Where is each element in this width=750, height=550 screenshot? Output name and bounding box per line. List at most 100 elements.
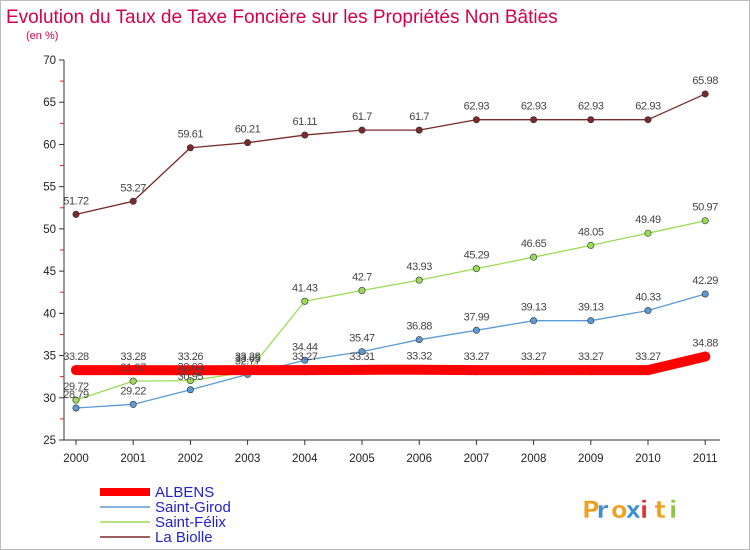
data-point bbox=[530, 317, 538, 325]
data-point bbox=[128, 365, 139, 376]
x-tick-label: 2011 bbox=[693, 453, 718, 465]
data-label: 30.95 bbox=[178, 371, 204, 383]
data-point bbox=[72, 210, 80, 218]
data-point bbox=[129, 377, 137, 385]
data-label: 62.93 bbox=[578, 101, 604, 113]
legend-label: Saint-Félix bbox=[155, 514, 226, 531]
data-label: 53.27 bbox=[120, 182, 146, 194]
data-label: 39.13 bbox=[578, 302, 604, 314]
x-tick-label: 2006 bbox=[406, 453, 432, 465]
data-label: 33.05 bbox=[235, 353, 261, 365]
data-label: 33.27 bbox=[464, 351, 490, 363]
data-label: 42.7 bbox=[352, 272, 372, 284]
data-label: 33.28 bbox=[235, 351, 261, 363]
data-point bbox=[358, 126, 366, 134]
data-point bbox=[242, 365, 253, 376]
data-label: 46.65 bbox=[521, 238, 547, 250]
data-label: 59.61 bbox=[178, 129, 204, 141]
data-label: 62.93 bbox=[635, 101, 661, 113]
y-tick-label: 25 bbox=[43, 435, 56, 447]
x-tick-label: 2002 bbox=[178, 453, 204, 465]
data-point bbox=[472, 116, 480, 124]
data-label: 37.99 bbox=[464, 311, 490, 323]
data-label: 41.43 bbox=[292, 282, 318, 294]
data-point bbox=[587, 241, 595, 249]
data-label: 33.32 bbox=[406, 351, 432, 363]
x-tick-label: 2007 bbox=[464, 453, 490, 465]
data-label: 32.03 bbox=[178, 362, 204, 374]
data-label: 33.26 bbox=[178, 351, 204, 363]
data-label: 35.47 bbox=[349, 333, 375, 345]
data-label: 60.21 bbox=[235, 124, 261, 136]
data-label: 33.28 bbox=[120, 351, 146, 363]
data-point bbox=[472, 326, 480, 334]
data-label: 29.72 bbox=[63, 381, 89, 393]
y-tick-label: 40 bbox=[43, 308, 56, 320]
brand-letter: r bbox=[597, 496, 609, 524]
data-label: 33.27 bbox=[521, 351, 547, 363]
data-label: 28.79 bbox=[63, 389, 89, 401]
data-point bbox=[415, 336, 423, 344]
data-label: 40.33 bbox=[635, 292, 661, 304]
data-point bbox=[643, 365, 653, 376]
legend-label: ALBENS bbox=[155, 484, 214, 501]
data-label: 51.72 bbox=[63, 195, 89, 207]
brand-logo: Pr ox i t i bbox=[582, 496, 678, 525]
data-label: 39.13 bbox=[521, 302, 547, 314]
data-point bbox=[357, 364, 367, 375]
data-point bbox=[585, 365, 596, 376]
data-point bbox=[587, 317, 595, 325]
data-point bbox=[186, 386, 194, 394]
brand-letter: P bbox=[582, 496, 600, 524]
x-tick-label: 2010 bbox=[635, 453, 661, 465]
data-label: 49.49 bbox=[635, 214, 661, 226]
data-point bbox=[301, 297, 309, 305]
legend-label: Saint-Girod bbox=[155, 499, 231, 516]
data-point bbox=[415, 276, 423, 284]
y-tick-label: 60 bbox=[43, 139, 56, 151]
data-point bbox=[414, 364, 425, 375]
data-label: 33.31 bbox=[349, 351, 375, 363]
data-label: 36.88 bbox=[406, 321, 432, 333]
series-line-0 bbox=[71, 351, 711, 376]
data-point bbox=[301, 131, 309, 139]
brand-letter: o bbox=[611, 496, 628, 524]
data-label: 61.7 bbox=[409, 111, 429, 123]
data-label: 45.29 bbox=[464, 250, 490, 262]
data-label: 32.77 bbox=[235, 355, 261, 367]
data-label: 43.93 bbox=[406, 261, 432, 273]
data-point bbox=[358, 287, 366, 295]
data-point bbox=[701, 290, 709, 298]
data-point bbox=[129, 197, 137, 205]
data-label: 33.27 bbox=[578, 351, 604, 363]
data-point bbox=[530, 116, 538, 124]
y-tick-label: 45 bbox=[43, 266, 56, 278]
data-label: 31.97 bbox=[120, 362, 146, 374]
data-label: 34.44 bbox=[292, 341, 318, 353]
data-label: 65.98 bbox=[692, 75, 718, 87]
data-point bbox=[701, 217, 709, 225]
plot-area: 33.28 33.28 33.26 33.28 33.27 33.31 33.32 33.27… bbox=[63, 75, 719, 412]
series-line-1 bbox=[75, 293, 706, 409]
data-label: 34.88 bbox=[692, 338, 718, 350]
chart-subtitle: (en %) bbox=[26, 30, 58, 42]
data-point bbox=[415, 126, 423, 134]
data-label: 33.27 bbox=[635, 351, 661, 363]
y-tick-label: 35 bbox=[43, 351, 56, 363]
y-tick-label: 50 bbox=[43, 224, 56, 236]
data-point bbox=[701, 90, 709, 98]
brand-letter: i bbox=[669, 496, 677, 524]
data-point bbox=[185, 365, 196, 376]
data-label: 33.28 bbox=[63, 351, 89, 363]
data-point bbox=[71, 365, 81, 376]
data-point bbox=[129, 400, 137, 408]
data-label: 50.97 bbox=[692, 202, 718, 214]
data-point bbox=[358, 348, 366, 356]
brand-letter: i bbox=[640, 496, 648, 524]
data-label: 42.29 bbox=[692, 275, 718, 287]
series-line-2 bbox=[75, 220, 706, 401]
chart-title: Evolution du Taux de Taxe Foncière sur l… bbox=[6, 7, 558, 28]
